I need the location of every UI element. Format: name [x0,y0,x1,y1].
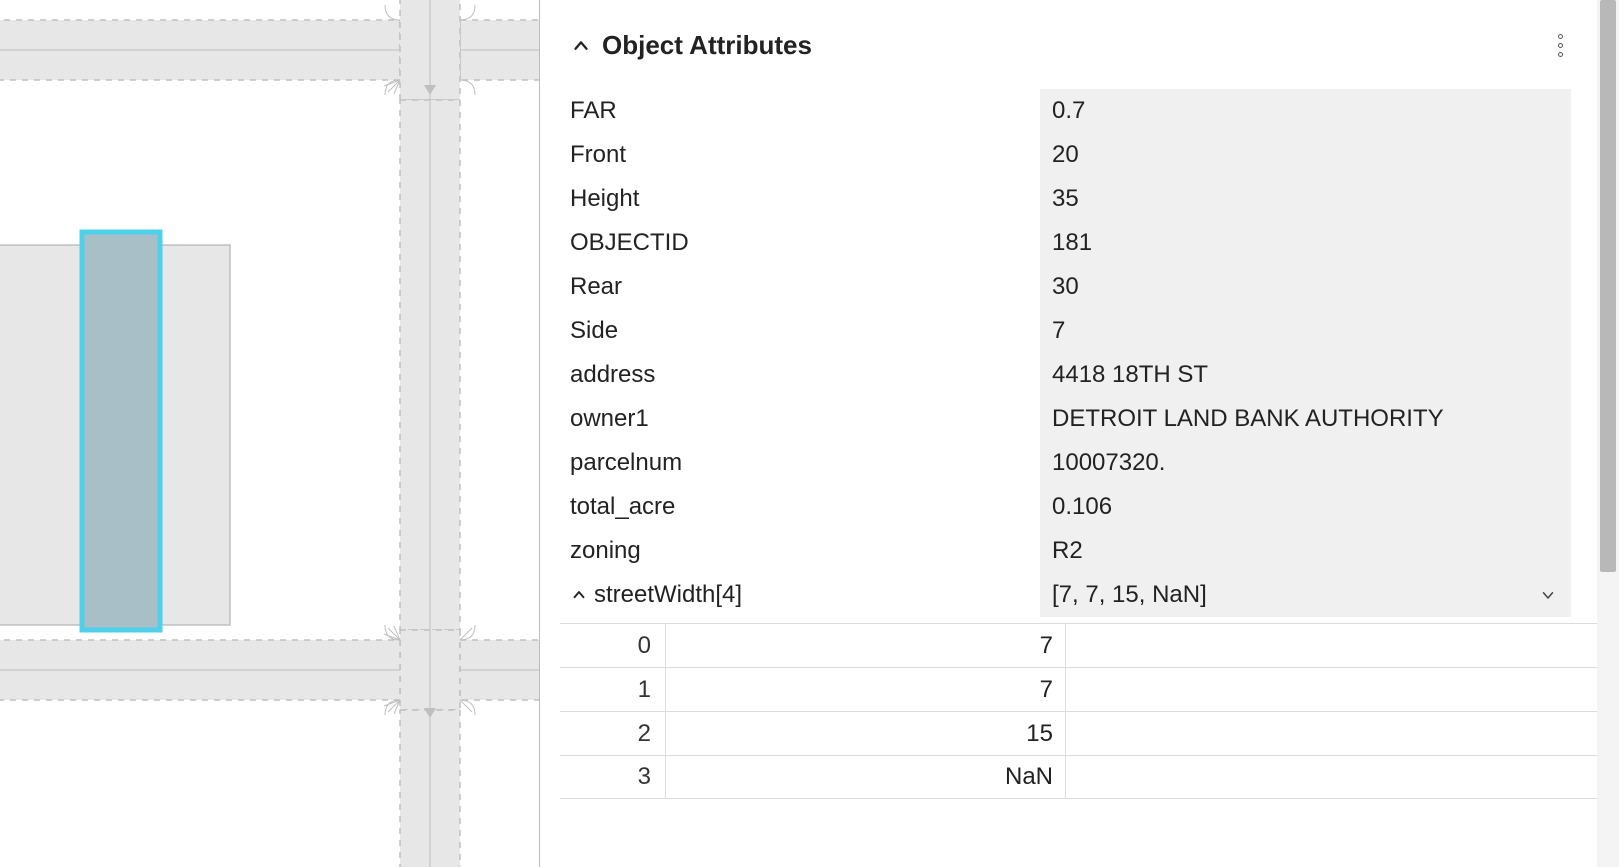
array-label-text: streetWidth[4] [594,581,742,609]
attr-label: zoning [560,537,1040,565]
attr-value[interactable]: 10007320. [1040,441,1571,485]
array-item[interactable]: 0 7 [560,623,1619,667]
attr-row-objectid: OBJECTID 181 [560,221,1619,265]
array-index: 1 [598,668,666,711]
attr-value[interactable]: [7, 7, 15, NaN] [1040,573,1571,617]
array-item[interactable]: 1 7 [560,667,1619,711]
attr-row-parcelnum: parcelnum 10007320. [560,441,1619,485]
attr-label: Side [560,317,1040,345]
map-viewport[interactable] [0,0,540,867]
attr-label: Rear [560,273,1040,301]
attr-row-address: address 4418 18TH ST [560,353,1619,397]
selected-parcel[interactable] [82,232,160,630]
array-item-list: 0 7 1 7 2 15 3 NaN [560,623,1619,799]
attr-label: Front [560,141,1040,169]
attr-row-height: Height 35 [560,177,1619,221]
app-root: Object Attributes FAR 0.7 Front 20 Heigh… [0,0,1619,867]
array-summary-text: [7, 7, 15, NaN] [1052,581,1207,609]
attr-label: total_acre [560,493,1040,521]
array-value[interactable]: 7 [666,668,1066,711]
attr-value[interactable]: 7 [1040,309,1571,353]
panel-title: Object Attributes [602,30,812,61]
collapse-chevron-icon[interactable] [570,35,592,57]
attr-label: address [560,361,1040,389]
panel-header[interactable]: Object Attributes [560,8,1619,89]
attr-row-streetwidth[interactable]: streetWidth[4] [7, 7, 15, NaN] [560,573,1619,617]
attr-label: owner1 [560,405,1040,433]
panel-scrollbar[interactable] [1597,0,1619,867]
attr-label: parcelnum [560,449,1040,477]
attr-row-owner1: owner1 DETROIT LAND BANK AUTHORITY [560,397,1619,441]
attr-value[interactable]: 20 [1040,133,1571,177]
array-item[interactable]: 3 NaN [560,755,1619,799]
attr-value[interactable]: 0.106 [1040,485,1571,529]
attributes-panel: Object Attributes FAR 0.7 Front 20 Heigh… [540,0,1619,867]
attr-value[interactable]: 35 [1040,177,1571,221]
attr-row-side: Side 7 [560,309,1619,353]
array-index: 3 [598,756,666,798]
attr-label: streetWidth[4] [560,581,1040,609]
attr-label: OBJECTID [560,229,1040,257]
attr-row-total-acre: total_acre 0.106 [560,485,1619,529]
array-index: 2 [598,712,666,755]
attr-value[interactable]: 181 [1040,221,1571,265]
attr-row-rear: Rear 30 [560,265,1619,309]
more-options-icon[interactable] [1552,28,1569,63]
array-value[interactable]: 15 [666,712,1066,755]
attr-row-front: Front 20 [560,133,1619,177]
array-item[interactable]: 2 15 [560,711,1619,755]
map-svg [0,0,540,867]
attr-label: FAR [560,97,1040,125]
array-collapse-chevron-icon[interactable] [570,586,588,604]
attr-value[interactable]: 30 [1040,265,1571,309]
attr-value[interactable]: R2 [1040,529,1571,573]
attr-row-zoning: zoning R2 [560,529,1619,573]
attr-value[interactable]: 4418 18TH ST [1040,353,1571,397]
array-index: 0 [598,624,666,667]
attribute-list: FAR 0.7 Front 20 Height 35 OBJECTID 181 … [560,89,1619,799]
attr-value[interactable]: DETROIT LAND BANK AUTHORITY [1040,397,1571,441]
attr-row-far: FAR 0.7 [560,89,1619,133]
attr-label: Height [560,185,1040,213]
array-value[interactable]: NaN [666,756,1066,798]
array-expand-chevron-icon[interactable] [1539,586,1557,604]
array-value[interactable]: 7 [666,624,1066,667]
attr-value[interactable]: 0.7 [1040,89,1571,133]
scrollbar-thumb[interactable] [1600,0,1616,572]
